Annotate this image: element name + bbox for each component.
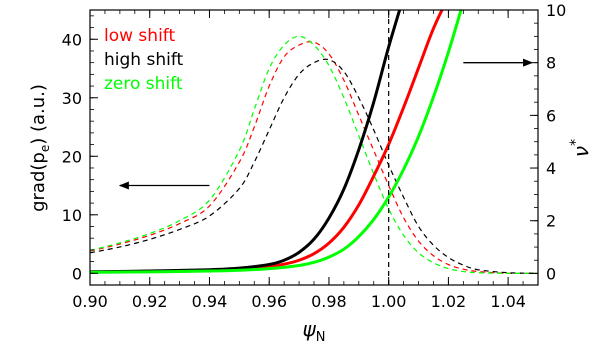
x-axis-label: ψN [303, 317, 326, 345]
legend-entry-zero-shift: zero shift [104, 74, 183, 94]
series-line-zero-shift-dashed [90, 35, 538, 274]
y-left-tick-label: 40 [62, 30, 82, 49]
y-right-tick-label: 0 [546, 264, 556, 283]
legend-entry-high-shift: high shift [104, 50, 184, 70]
x-tick-label: 1.00 [371, 292, 407, 311]
arrow-layer [118, 58, 534, 190]
legend: low shift high shift zero shift [104, 26, 184, 94]
y-axis-right-label: ν* [568, 139, 593, 157]
y-right-tick-label: 6 [546, 106, 556, 125]
x-tick-label: 0.94 [192, 292, 228, 311]
legend-entry-low-shift: low shift [104, 26, 175, 46]
x-tick-label: 1.04 [490, 292, 526, 311]
y-left-tick-label: 10 [62, 206, 82, 225]
y-right-tick-label: 4 [546, 159, 556, 178]
y-right-tick-label: 2 [546, 212, 556, 231]
y-axis-left: 0 10 20 30 40 [62, 15, 98, 283]
y-right-tick-label: 8 [546, 54, 556, 73]
y-axis-left-label: grad(pe) (a.u.) [28, 84, 52, 212]
y-left-tick-label: 30 [62, 89, 82, 108]
y-right-tick-label: 10 [546, 1, 566, 20]
series-layer [90, 10, 538, 275]
x-axis: 0.90 0.92 0.94 0.96 0.98 1.00 1.02 1.04 [72, 10, 539, 311]
x-tick-label: 0.98 [311, 292, 347, 311]
series-line-zero-shift-solid [90, 10, 463, 274]
y-left-tick-label: 0 [72, 264, 82, 283]
x-tick-label: 0.92 [132, 292, 168, 311]
x-tick-label: 0.90 [72, 292, 108, 311]
x-tick-label: 1.02 [431, 292, 467, 311]
y-axis-right: 0 2 4 6 8 10 [530, 1, 566, 283]
x-tick-label: 0.96 [251, 292, 287, 311]
y-left-tick-label: 20 [62, 147, 82, 166]
series-line-low-shift-dashed [90, 41, 538, 275]
